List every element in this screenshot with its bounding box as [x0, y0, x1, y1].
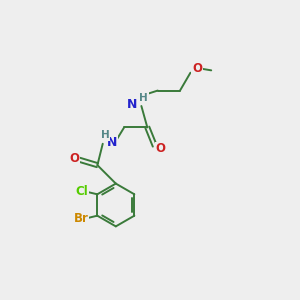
- Text: Br: Br: [74, 212, 88, 225]
- Text: O: O: [69, 152, 79, 165]
- Text: Cl: Cl: [76, 185, 88, 198]
- Text: H: H: [140, 93, 148, 103]
- Text: H: H: [101, 130, 110, 140]
- Text: N: N: [127, 98, 137, 111]
- Text: O: O: [155, 142, 165, 155]
- Text: N: N: [107, 136, 117, 149]
- Text: O: O: [192, 62, 202, 75]
